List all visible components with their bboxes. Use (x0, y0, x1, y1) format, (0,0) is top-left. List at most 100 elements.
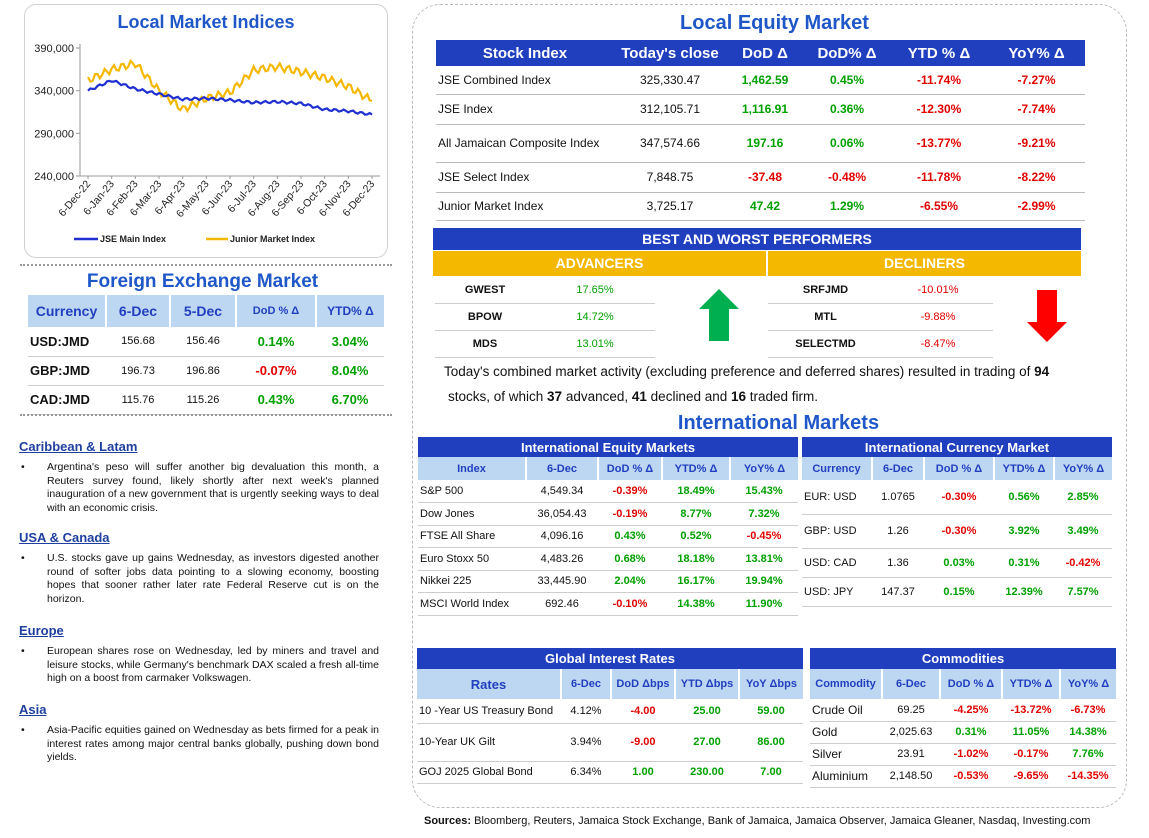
performer-change: 13.01% (576, 338, 614, 350)
junior-market-index-line (87, 58, 373, 114)
intl-currency-header: 6-Dec (871, 457, 924, 480)
bullet: • (21, 552, 25, 564)
fx-title: Foreign Exchange Market (86, 271, 319, 292)
equity-header: YTD % Δ (907, 44, 971, 62)
legend-label-jse-main: JSE Main Index (100, 234, 166, 244)
performer-row: BPOW 14.72% (435, 304, 655, 331)
equity-dod: -37.48 (726, 162, 804, 193)
intl-equity-title-row: International Equity Markets (418, 437, 798, 457)
news-item-usa: • U.S. stocks gave up gains Wednesday, as… (19, 552, 379, 606)
row-value: 4.12% (561, 699, 611, 724)
performer-symbol: BPOW (467, 311, 503, 323)
intl-currency-header: DoD % Δ (923, 457, 994, 480)
summary-text: traded firm. (746, 389, 819, 404)
equity_rows-row: Nikkei 225 33,445.90 2.04% 16.17% 19.94% (418, 570, 798, 593)
row-ytd: 0.56% (994, 480, 1054, 515)
intl-currency-title: International Currency Market (864, 439, 1050, 455)
row-value: 4,549.34 (526, 480, 598, 503)
row-name: GBP: USD (802, 514, 872, 549)
row-dod: 0.31% (940, 721, 1002, 744)
comm_rows-row: Crude Oil 69.25 -4.25% -13.72% -6.73% (810, 699, 1116, 722)
equity-index-name: JSE Index (436, 94, 614, 125)
bullet: • (21, 645, 25, 657)
row-name: Nikkei 225 (418, 570, 526, 593)
news-heading-usa: USA & Canada (19, 530, 110, 545)
equity-dodp: 0.36% (804, 94, 890, 125)
y-tick-label: 390,000 (34, 43, 74, 55)
performer-change: -9.88% (920, 311, 956, 323)
row-value: 4,096.16 (526, 525, 598, 548)
news-heading-europe: Europe (19, 623, 64, 638)
equity_rows-row: MSCI World Index 692.46 -0.10% 14.38% 11… (418, 592, 798, 616)
news-item-caribbean: • Argentina's peso will suffer another bi… (19, 461, 379, 515)
fx-prev: 196.86 (170, 356, 236, 386)
fx-currency: USD:JMD (28, 327, 106, 357)
row-yoy: 7.57% (1054, 577, 1112, 607)
intl-currency-header-row: Currency 6-Dec DoD % Δ YTD% Δ YoY% Δ (802, 457, 1112, 480)
equity-dod: 47.42 (726, 192, 804, 221)
fx-dod: 0.14% (236, 327, 316, 357)
row-name: 10-Year UK Gilt (417, 723, 561, 762)
row-ytd: 16.17% (662, 570, 730, 593)
equity-dodp: 0.45% (804, 66, 890, 95)
fx-row: USD:JMD 156.68 156.46 0.14% 3.04% (28, 327, 384, 357)
local-market-indices-chart: 390,000340,000290,000240,0006-Dec-226-Ja… (34, 43, 380, 244)
row-name: MSCI World Index (418, 592, 526, 616)
row-ytd: -0.17% (1002, 743, 1060, 766)
fx-row: CAD:JMD 115.76 115.26 0.43% 6.70% (28, 385, 384, 415)
row-yoy: 11.90% (730, 592, 798, 616)
equity-body: JSE Combined Index 325,330.47 1,462.59 0… (436, 66, 1085, 221)
row-yoy: 86.00 (739, 723, 803, 762)
fx-header: 6-Dec (105, 295, 170, 327)
row-value: 692.46 (526, 592, 598, 616)
rates-header: YoY Δbps (738, 669, 803, 699)
performer-row: GWEST 17.65% (435, 277, 655, 304)
intl-equity-table: International Equity Markets Index 6-Dec… (418, 437, 798, 616)
row-value: 1.0765 (872, 480, 924, 515)
equity-dodp: 0.06% (804, 124, 890, 163)
rates-title-row: Global Interest Rates (417, 648, 803, 669)
fx-dod: -0.07% (236, 356, 316, 386)
y-tick-label: 290,000 (34, 128, 74, 140)
fx-header: Currency (35, 303, 98, 319)
divider (20, 264, 392, 266)
equity-row: All Jamaican Composite Index 347,574.66 … (436, 124, 1085, 163)
comm_rows-row: Gold 2,025.63 0.31% 11.05% 14.38% (810, 721, 1116, 744)
summary-declined: 41 (631, 389, 647, 404)
summary-total: 94 (1034, 364, 1050, 379)
row-value: 69.25 (882, 699, 940, 722)
rates-title: Global Interest Rates (544, 651, 676, 666)
performer-symbol: SELECTMD (795, 338, 856, 350)
fx-table: Currency 6-Dec 5-Dec DoD % Δ YTD% Δ USD:… (28, 295, 384, 415)
row-value: 2,148.50 (882, 765, 940, 788)
equity-ytd: -11.74% (890, 66, 988, 95)
equity-dodp: -0.48% (804, 162, 890, 193)
fx-currency: GBP:JMD (28, 356, 106, 386)
fx-today: 115.76 (106, 385, 170, 415)
row-dod: 0.43% (598, 525, 662, 548)
row-dod: -9.00 (611, 723, 675, 762)
row-name: Gold (810, 721, 882, 744)
fx-header: 5-Dec (169, 295, 236, 327)
equity-ytd: -12.30% (890, 94, 988, 125)
row-ytd: 12.39% (994, 577, 1054, 607)
performers-title: BEST AND WORST PERFORMERS (433, 228, 1081, 250)
row-value: 36,054.43 (526, 502, 598, 526)
row-dod: -0.30% (924, 514, 994, 549)
intl-equity-header-row: Index 6-Dec DoD % Δ YTD% Δ YoY% Δ (418, 457, 798, 480)
intl-equity-header: 6-Dec (525, 457, 598, 480)
equity-ytd: -13.77% (890, 124, 988, 163)
performer-change: -10.01% (917, 284, 959, 296)
row-dod: -0.19% (598, 502, 662, 526)
up-arrow-icon (699, 289, 739, 341)
row-yoy: -6.73% (1060, 699, 1116, 722)
equity-close: 3,725.17 (614, 192, 726, 221)
row-dod: -4.25% (940, 699, 1002, 722)
equity-yoy: -9.21% (988, 124, 1085, 163)
currency_rows-row: GBP: USD 1.26 -0.30% 3.92% 3.49% (802, 514, 1112, 549)
equity-row: JSE Combined Index 325,330.47 1,462.59 0… (436, 66, 1085, 95)
equity-close: 7,848.75 (614, 162, 726, 193)
news-item-asia: • Asia-Pacific equities gained on Wednesd… (19, 724, 379, 765)
row-dod: 0.15% (924, 577, 994, 607)
row-ytd: 18.49% (662, 480, 730, 503)
